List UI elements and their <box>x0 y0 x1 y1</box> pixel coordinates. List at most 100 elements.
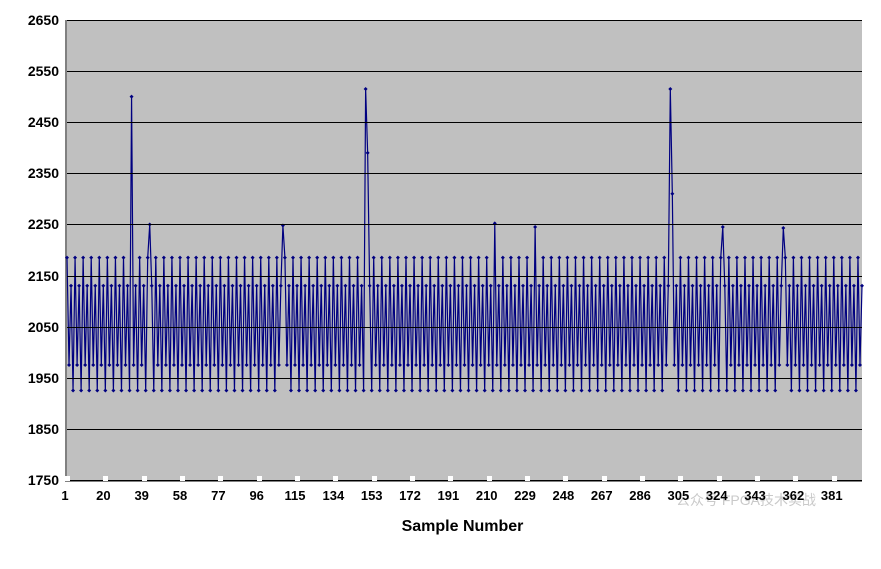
data-marker <box>814 389 818 393</box>
x-tick <box>180 476 185 481</box>
data-marker <box>448 284 452 288</box>
data-marker <box>842 363 846 367</box>
data-marker <box>850 363 854 367</box>
data-marker <box>343 284 347 288</box>
data-marker <box>273 389 277 393</box>
data-marker <box>400 284 404 288</box>
data-marker <box>188 363 192 367</box>
data-marker <box>311 284 315 288</box>
data-marker <box>388 256 392 260</box>
data-marker <box>741 389 745 393</box>
data-marker <box>618 284 622 288</box>
gridline <box>67 378 862 379</box>
data-marker <box>404 256 408 260</box>
data-marker <box>182 284 186 288</box>
data-marker <box>251 256 255 260</box>
data-marker <box>216 389 220 393</box>
data-marker <box>81 256 85 260</box>
data-marker <box>513 284 517 288</box>
data-marker <box>642 284 646 288</box>
data-marker <box>463 363 467 367</box>
data-marker <box>130 95 134 99</box>
data-marker <box>309 363 313 367</box>
data-marker <box>168 389 172 393</box>
data-marker <box>146 256 150 260</box>
data-marker <box>810 363 814 367</box>
x-tick <box>142 476 147 481</box>
data-marker <box>93 284 97 288</box>
data-marker <box>678 256 682 260</box>
data-marker <box>616 363 620 367</box>
x-tick-label: 381 <box>821 488 843 503</box>
data-marker <box>111 389 115 393</box>
data-marker <box>749 389 753 393</box>
data-marker <box>315 256 319 260</box>
data-marker <box>571 389 575 393</box>
data-marker <box>691 284 695 288</box>
data-marker <box>723 284 727 288</box>
data-marker <box>166 284 170 288</box>
data-marker <box>735 256 739 260</box>
y-tick-label: 1850 <box>28 421 59 437</box>
data-marker <box>444 256 448 260</box>
data-marker <box>634 284 638 288</box>
data-marker <box>172 363 176 367</box>
data-marker <box>277 363 281 367</box>
data-marker <box>299 256 303 260</box>
data-marker <box>83 363 87 367</box>
y-tick-label: 2350 <box>28 165 59 181</box>
x-tick-label: 229 <box>514 488 536 503</box>
data-marker <box>428 256 432 260</box>
data-marker <box>858 363 862 367</box>
data-marker <box>366 151 370 155</box>
data-marker <box>307 256 311 260</box>
y-tick-label: 2550 <box>28 63 59 79</box>
data-marker <box>537 284 541 288</box>
data-marker <box>394 389 398 393</box>
data-marker <box>323 256 327 260</box>
data-marker <box>362 389 366 393</box>
data-marker <box>228 363 232 367</box>
data-marker <box>860 284 864 288</box>
y-tick-label: 1750 <box>28 472 59 488</box>
data-marker <box>279 284 283 288</box>
data-marker <box>402 389 406 393</box>
data-marker <box>580 389 584 393</box>
data-marker <box>85 284 89 288</box>
data-marker <box>822 389 826 393</box>
data-marker <box>438 363 442 367</box>
x-tick-label: 248 <box>553 488 575 503</box>
data-marker <box>452 256 456 260</box>
data-marker <box>636 389 640 393</box>
data-marker <box>707 284 711 288</box>
data-marker <box>408 284 412 288</box>
data-marker <box>243 256 247 260</box>
data-marker <box>239 284 243 288</box>
data-marker <box>632 363 636 367</box>
x-tick <box>563 476 568 481</box>
data-marker <box>757 389 761 393</box>
data-marker <box>410 389 414 393</box>
data-marker <box>275 256 279 260</box>
data-marker <box>345 389 349 393</box>
data-marker <box>553 284 557 288</box>
data-marker <box>305 389 309 393</box>
data-marker <box>212 363 216 367</box>
data-marker <box>101 284 105 288</box>
data-marker <box>795 284 799 288</box>
data-marker <box>751 256 755 260</box>
data-line-path <box>67 89 862 391</box>
data-marker <box>590 256 594 260</box>
data-marker <box>485 256 489 260</box>
data-marker <box>434 389 438 393</box>
x-tick <box>448 476 453 481</box>
data-marker <box>479 363 483 367</box>
data-marker <box>436 256 440 260</box>
x-tick <box>793 476 798 481</box>
data-marker <box>668 87 672 91</box>
data-marker <box>555 389 559 393</box>
data-marker <box>99 363 103 367</box>
data-marker <box>779 284 783 288</box>
data-marker <box>832 256 836 260</box>
data-marker <box>319 284 323 288</box>
